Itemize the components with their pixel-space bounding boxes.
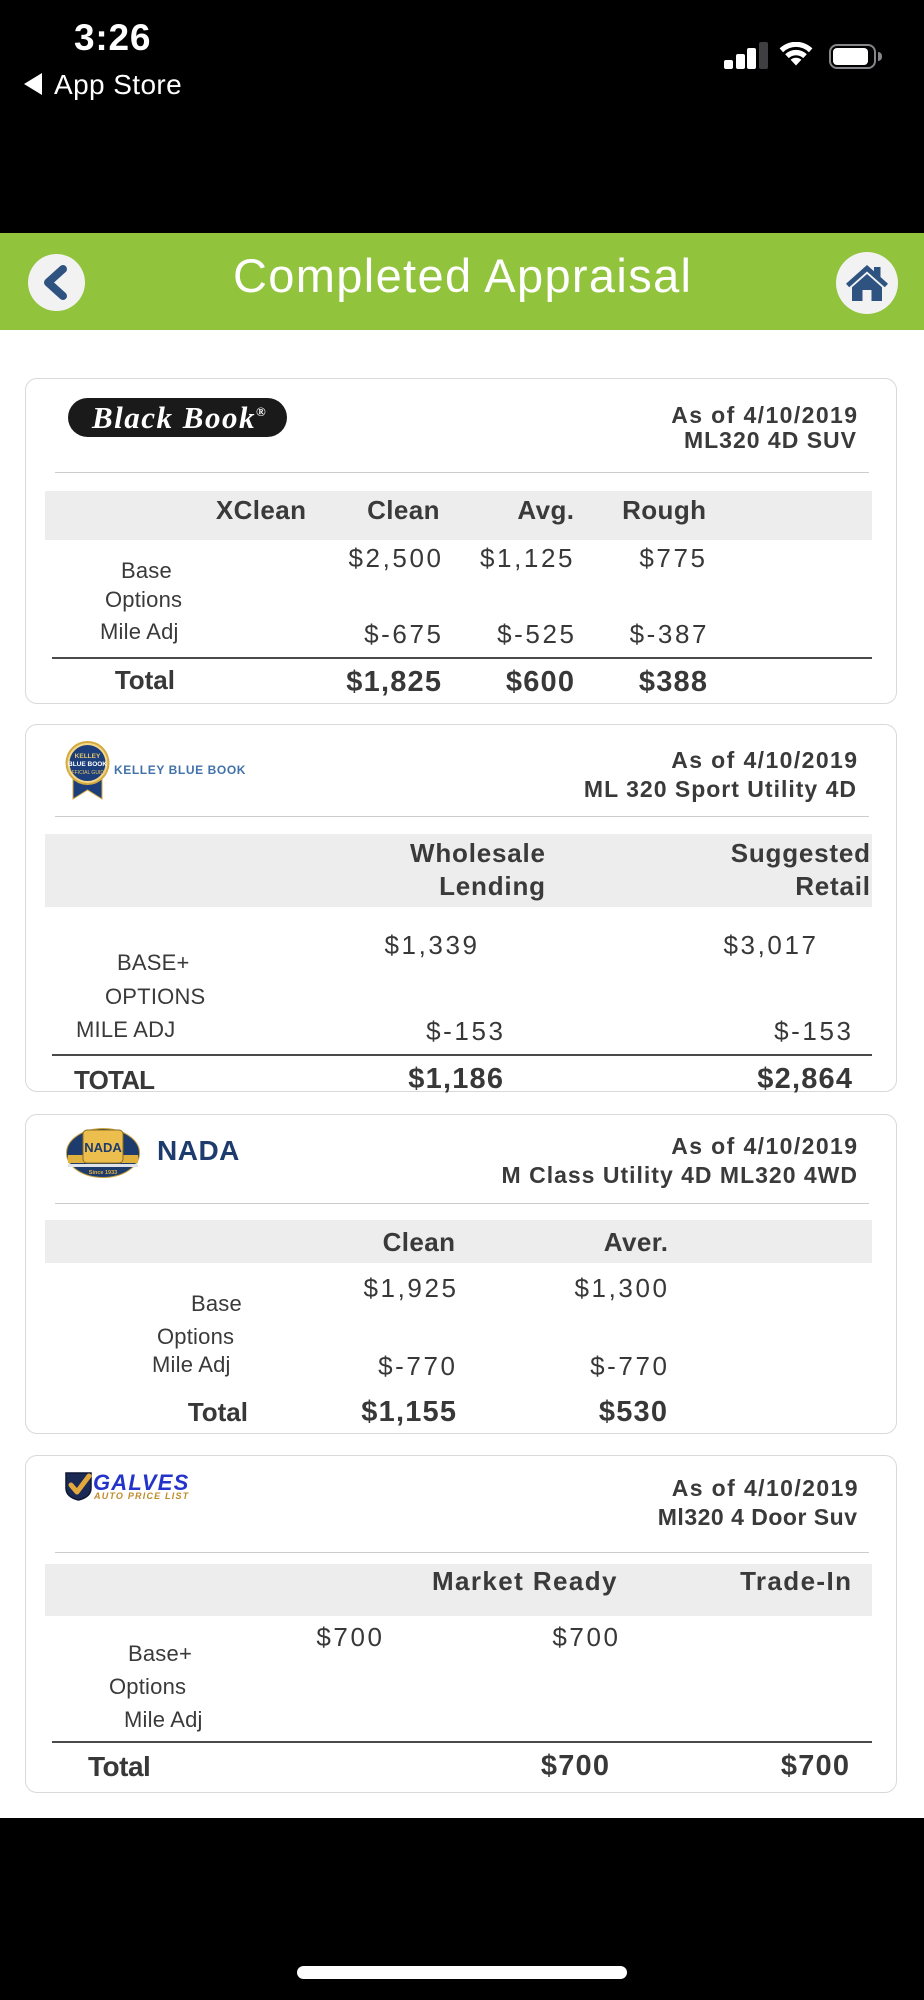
svg-text:BLUE BOOK: BLUE BOOK — [68, 761, 107, 768]
svg-text:OFFICIAL GUIDE: OFFICIAL GUIDE — [68, 770, 108, 776]
svg-text:Since 1933: Since 1933 — [89, 1170, 117, 1176]
svg-text:KELLEY: KELLEY — [75, 753, 101, 760]
svg-text:NADA: NADA — [84, 1140, 122, 1155]
